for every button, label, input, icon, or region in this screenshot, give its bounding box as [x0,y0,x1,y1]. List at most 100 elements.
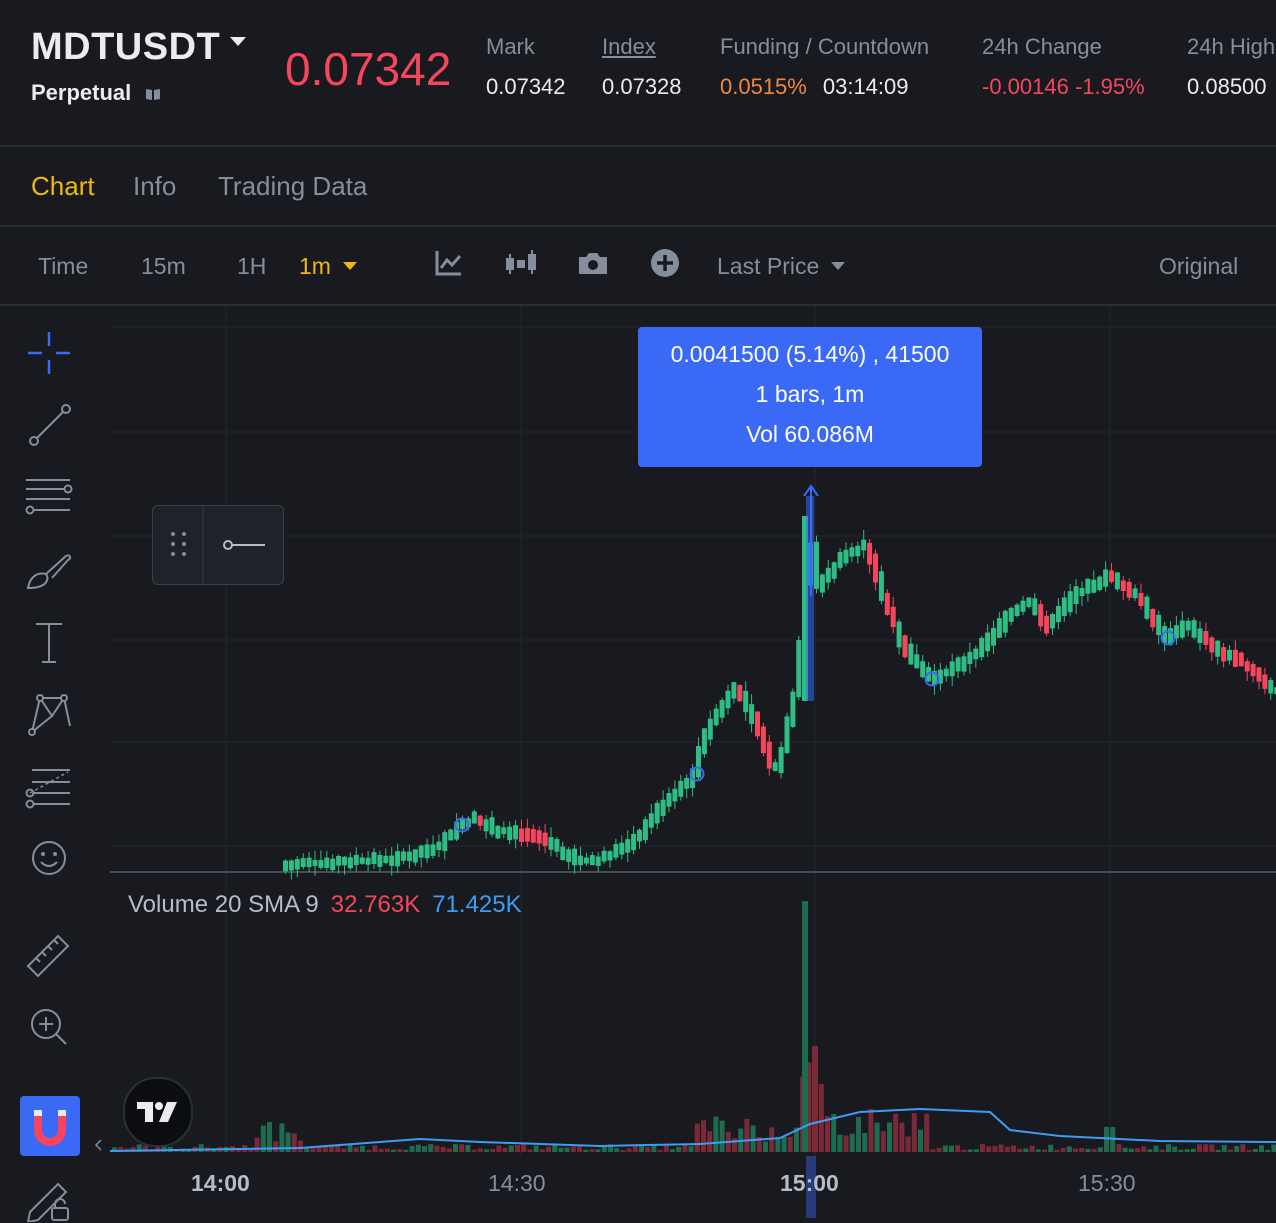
measure-bars: 1 bars, 1m [755,381,865,407]
volume-bar [459,1144,465,1152]
price-chart[interactable] [0,306,1276,1218]
measure-overlay [803,484,819,701]
view-original[interactable]: Original [1159,253,1239,279]
candle [1132,588,1138,599]
candle [1173,625,1179,639]
tab-info[interactable]: Info [133,171,177,201]
crosshair-icon[interactable] [24,328,74,378]
lock-drawing-icon[interactable] [24,1172,74,1222]
candle [849,547,855,557]
brush-icon[interactable] [24,546,74,596]
volume-bar [732,1138,737,1152]
volume-bar [422,1145,427,1152]
candle [996,618,1002,638]
candle [937,669,943,684]
volume-bar [285,1132,291,1152]
chevron-down-icon[interactable] [831,261,846,270]
volume-bar [347,1144,353,1152]
candle [873,553,878,583]
trend-line-icon[interactable] [24,401,74,451]
candle [784,716,790,754]
candle [1008,607,1014,622]
candle-type-icon[interactable] [504,248,538,278]
volume-bar [1215,1149,1221,1152]
volume-bar [397,1149,403,1152]
volume-bar [1054,1149,1060,1152]
volume-bar [1135,1148,1140,1152]
volume-bar [1252,1148,1258,1152]
chevron-down-icon[interactable] [342,261,357,270]
interval-1m-dropdown[interactable]: 1m [299,253,357,280]
price-type-dropdown[interactable]: Last Price [717,253,846,280]
candle [737,685,743,702]
tab-trading-data[interactable]: Trading Data [218,171,368,201]
volume-bar [440,1146,446,1152]
volume-bar [1172,1146,1178,1152]
contract-type: Perpetual [31,80,161,106]
volume-bar [719,1120,725,1152]
indicator-icon[interactable] [434,248,464,278]
drag-handle-icon[interactable] [153,506,283,584]
interval-1m[interactable]: 1m [299,253,331,279]
text-icon[interactable] [24,618,74,668]
candle [1020,600,1026,612]
volume-bar [1023,1148,1029,1152]
volume-bar [118,1147,124,1152]
volume-bar [409,1145,415,1152]
volume-bar [893,1113,899,1152]
price-type-label[interactable]: Last Price [717,253,820,279]
candle [991,627,996,646]
ruler-icon[interactable] [24,930,74,980]
interval-1h[interactable]: 1H [237,253,267,279]
zoom-in-icon[interactable] [24,1002,74,1052]
measure-change: 0.0041500 (5.14%) , 41500 [670,341,950,367]
volume-bar [1104,1127,1109,1152]
chevron-down-icon[interactable] [230,37,247,47]
volume-bar [750,1125,756,1152]
candle [530,829,536,843]
index-price-stat[interactable]: Index 0.07328 [602,34,682,100]
pattern-icon[interactable] [24,690,74,740]
tab-chart[interactable]: Chart [31,171,95,201]
volume-bar [688,1146,694,1152]
volume-bar [707,1131,713,1152]
candle [283,860,288,872]
candle [542,832,548,846]
volume-bar [601,1145,607,1152]
camera-icon[interactable] [577,248,609,278]
candle [1262,674,1268,689]
volume-bar [112,1147,117,1152]
volume-bar [1042,1149,1047,1152]
collapse-left-icon[interactable] [94,1138,104,1152]
candle [1156,614,1162,636]
high-value: 0.08500 [1187,74,1267,99]
volume-bar [1209,1144,1215,1152]
magnet-button[interactable] [20,1096,80,1156]
volume-bar [775,1138,781,1152]
symbol-selector[interactable]: MDTUSDT [31,26,247,69]
candle [766,741,772,769]
candle [755,711,760,737]
index-label[interactable]: Index [602,34,656,59]
fib-tools-icon[interactable] [24,762,74,812]
volume-bar [360,1146,365,1152]
magnet-icon[interactable] [20,1096,80,1156]
add-icon[interactable] [650,248,680,278]
view-tabs: Chart Info Trading Data [0,147,1276,227]
volume-bar [1246,1149,1252,1152]
interval-15m[interactable]: 15m [141,253,186,279]
contract-type-label: Perpetual [31,80,132,105]
mark-value: 0.07342 [486,74,566,99]
symbol-name[interactable]: MDTUSDT [31,26,221,68]
emoji-icon[interactable] [24,833,74,883]
interval-time[interactable]: Time [38,253,89,279]
chart-canvas[interactable] [0,306,1276,1218]
book-icon[interactable] [145,88,161,101]
volume-bar [1011,1145,1016,1152]
candle [619,842,625,855]
volume-bar [825,1115,830,1152]
volume-bar [676,1146,682,1152]
horizontal-lines-icon[interactable] [24,472,74,522]
candle [731,682,737,699]
tradingview-logo[interactable] [123,1077,193,1147]
